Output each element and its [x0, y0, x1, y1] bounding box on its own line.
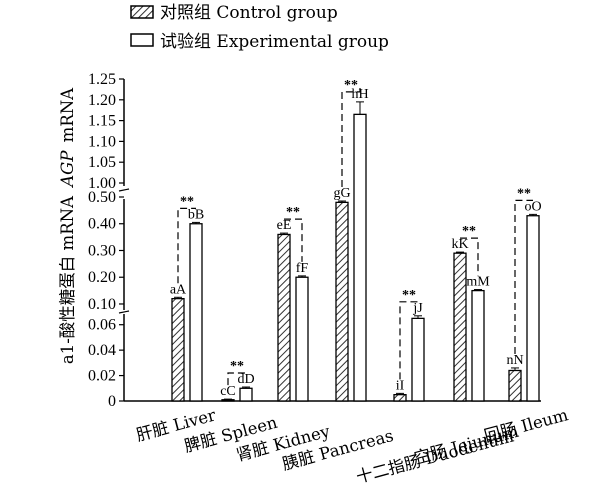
significance-marker: ** [230, 359, 244, 374]
bar-letter-label: nN [506, 353, 523, 368]
significance-bracket [284, 218, 303, 262]
bar-experimental [239, 387, 253, 402]
y-tick-label: 1.15 [88, 113, 116, 130]
bar-letter-label: iI [396, 378, 405, 393]
axis-break-mark [118, 188, 130, 192]
significance-bracket [341, 87, 361, 188]
y-tick-label: 0.10 [88, 296, 116, 313]
bar-letter-label: aA [170, 282, 187, 297]
bar-experimental [295, 276, 309, 402]
significance-marker: ** [402, 288, 416, 303]
legend-label-experimental: 试验组 Experimental group [160, 32, 389, 52]
bar-experimental [353, 113, 367, 402]
y-ticks: 0 0.02 0.04 0.06 0.10 0.20 0.30 0.40 0.501.00 1.0… [88, 71, 124, 410]
bar-letter-label: jJ [412, 301, 423, 316]
significance-marker: ** [517, 186, 531, 201]
y-tick-label: 0.02 [88, 368, 116, 385]
legend-swatch-control [130, 5, 154, 19]
y-axis-title-cn: a1-酸性糖蛋白 mRNA [58, 195, 77, 364]
y-tick-label: 1.05 [88, 154, 116, 171]
bar-letter-label: oO [524, 199, 541, 214]
bar-control [171, 297, 185, 402]
y-tick-label: 0.06 [88, 317, 116, 334]
bar-letter-label: mM [466, 275, 490, 290]
y-tick-label: 1.10 [88, 133, 116, 150]
legend: 对照组 Control group 试验组 Experimental group [130, 3, 389, 52]
y-tick-label: 0.50 [88, 189, 116, 206]
bar-letter-label: fF [296, 261, 309, 276]
significance-marker: ** [462, 224, 476, 239]
category-label: 回肠 Ileum [482, 405, 570, 446]
bar-control [221, 399, 235, 402]
y-tick-label: 1.20 [88, 92, 116, 109]
significance-marker: ** [286, 205, 300, 220]
y-tick-label: 1.25 [88, 71, 116, 88]
bar-experimental [411, 317, 425, 402]
significance-bracket [177, 207, 196, 284]
legend-label-control: 对照组 Control group [160, 3, 338, 23]
bar-experimental [471, 289, 485, 402]
bar-letter-label: cC [220, 384, 236, 399]
legend-swatch-experimental [130, 33, 154, 47]
bar-letter-label: gG [333, 186, 350, 201]
bar-letter-label: eE [277, 218, 292, 233]
y-tick-label: 0 [108, 393, 116, 410]
bar-control [277, 233, 291, 402]
y-tick-label: 0.20 [88, 269, 116, 286]
significance-bracket [514, 199, 533, 354]
bar-letter-label: dD [237, 372, 254, 387]
significance-bracket [460, 237, 479, 276]
significance-marker: ** [344, 78, 358, 93]
axis-break-mark [118, 310, 130, 314]
bar-control [393, 393, 407, 402]
bar-control [453, 252, 467, 402]
bar-letter-label: kK [451, 237, 468, 252]
bar-experimental [189, 223, 203, 402]
y-axis-title-en-unit: mRNA [58, 87, 77, 143]
significance-bracket [399, 301, 418, 380]
bars: aAbB**cCdD**eEfF**gGhH**iIjJ**kKmM**nNoO… [170, 78, 542, 402]
y-tick-label: 0.40 [88, 216, 116, 233]
bar-control [508, 369, 522, 402]
y-axis-title: a1-酸性糖蛋白 mRNA AGP mRNA [58, 87, 77, 364]
bar-letter-label: bB [188, 207, 204, 222]
bar-experimental [526, 215, 540, 402]
significance-marker: ** [180, 194, 194, 209]
significance-bracket [227, 372, 246, 386]
y-tick-label: 0.04 [88, 342, 116, 359]
y-tick-label: 0.30 [88, 242, 116, 259]
bar-control [335, 201, 349, 402]
y-axis-title-en: AGP [58, 150, 77, 189]
y-tick-label: 1.00 [88, 175, 116, 192]
bar-letter-label: hH [351, 87, 368, 102]
